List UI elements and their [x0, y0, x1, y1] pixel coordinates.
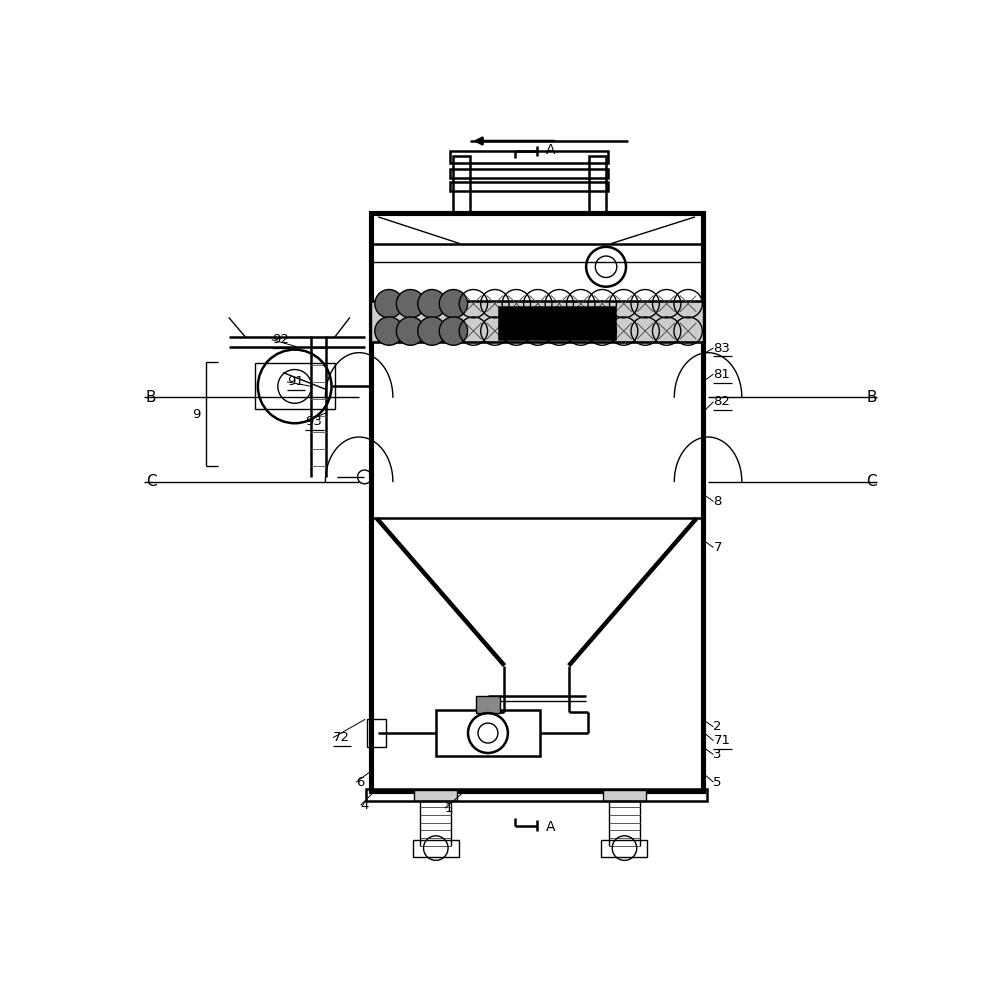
Circle shape — [418, 290, 446, 318]
Text: A: A — [545, 821, 555, 835]
Bar — [603, 790, 646, 801]
Text: 9: 9 — [192, 407, 201, 420]
Bar — [366, 789, 707, 802]
Circle shape — [396, 290, 425, 318]
Bar — [450, 181, 608, 191]
Bar — [476, 696, 500, 713]
Bar — [371, 301, 703, 342]
Bar — [367, 719, 386, 747]
Circle shape — [439, 290, 468, 318]
Text: 81: 81 — [713, 368, 730, 380]
Text: C: C — [146, 474, 157, 489]
Text: 92: 92 — [272, 333, 289, 347]
Text: 4: 4 — [361, 799, 369, 812]
Text: B: B — [866, 389, 877, 404]
Text: 3: 3 — [713, 748, 722, 761]
Bar — [450, 168, 608, 178]
Text: 1: 1 — [445, 802, 454, 815]
Bar — [450, 151, 608, 163]
Text: 91: 91 — [287, 375, 304, 388]
Circle shape — [375, 290, 403, 318]
Text: 2: 2 — [713, 720, 722, 733]
Text: 93: 93 — [305, 415, 322, 428]
Circle shape — [396, 317, 425, 346]
Bar — [453, 156, 470, 213]
Bar — [413, 840, 459, 857]
Bar — [371, 213, 703, 791]
Text: 8: 8 — [713, 495, 722, 508]
Circle shape — [375, 317, 403, 346]
Text: 5: 5 — [713, 776, 722, 789]
Text: C: C — [866, 474, 877, 489]
Bar — [414, 790, 457, 801]
Text: B: B — [146, 389, 156, 404]
Text: 72: 72 — [333, 731, 350, 744]
Text: 6: 6 — [356, 776, 364, 789]
Text: 82: 82 — [713, 395, 730, 408]
Circle shape — [439, 317, 468, 346]
Bar — [589, 156, 606, 213]
Text: 7: 7 — [713, 541, 722, 554]
Bar — [436, 710, 540, 756]
Text: A: A — [545, 143, 555, 157]
Text: 83: 83 — [713, 342, 730, 355]
Text: 71: 71 — [713, 734, 730, 747]
Circle shape — [418, 317, 446, 346]
Bar — [499, 307, 615, 339]
Bar — [601, 840, 647, 857]
Bar — [255, 364, 335, 409]
